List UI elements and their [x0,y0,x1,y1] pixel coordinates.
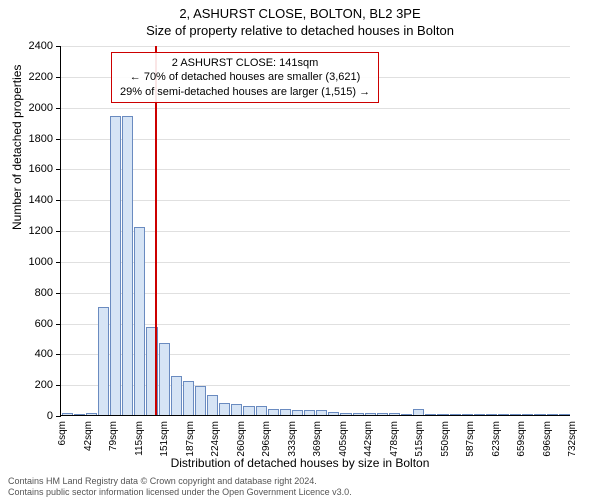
histogram-bar [122,116,133,415]
y-axis-label: Number of detached properties [10,65,24,230]
y-tick-label: 2000 [29,102,61,114]
y-tick-label: 800 [35,287,61,299]
x-tick-label: 369sqm [312,415,323,457]
x-tick-label: 478sqm [389,415,400,457]
x-tick-label: 260sqm [236,415,247,457]
y-tick-label: 1800 [29,133,61,145]
x-tick-label: 515sqm [414,415,425,457]
chart-title-line2: Size of property relative to detached ho… [0,21,600,38]
histogram-bar [195,386,206,415]
x-tick-label: 6sqm [57,415,68,445]
footer-line2: Contains public sector information licen… [8,487,352,498]
x-tick-label: 151sqm [159,415,170,457]
x-tick-label: 224sqm [210,415,221,457]
x-tick-label: 296sqm [261,415,272,457]
histogram-bar [207,395,218,415]
x-tick-label: 587sqm [465,415,476,457]
annotation-line1: 2 ASHURST CLOSE: 141sqm [120,56,370,70]
histogram-bar [243,406,254,415]
x-tick-label: 442sqm [363,415,374,457]
x-tick-label: 42sqm [83,415,94,451]
histogram-bar [256,406,267,415]
plot-area: 0200400600800100012001400160018002000220… [60,46,570,416]
histogram-bar [450,414,461,415]
x-tick-label: 79sqm [108,415,119,451]
y-tick-label: 1200 [29,225,61,237]
chart-title-line1: 2, ASHURST CLOSE, BOLTON, BL2 3PE [0,0,600,21]
histogram-bar [110,116,121,415]
x-tick-label: 187sqm [185,415,196,457]
annotation-line2: ← 70% of detached houses are smaller (3,… [120,70,370,84]
x-tick-label: 659sqm [516,415,527,457]
x-tick-label: 115sqm [134,415,145,456]
y-tick-label: 600 [35,318,61,330]
histogram-bar [159,343,170,415]
histogram-bar [353,413,364,415]
histogram-bar [183,381,194,415]
x-tick-label: 550sqm [440,415,451,457]
histogram-bar [98,307,109,415]
histogram-bar [231,404,242,415]
y-tick-label: 200 [35,379,61,391]
histogram-bar [219,403,230,415]
annotation-line3: 29% of semi-detached houses are larger (… [120,85,370,99]
histogram-bar [401,414,412,415]
y-tick-label: 1000 [29,256,61,268]
y-tick-label: 1600 [29,163,61,175]
x-tick-label: 732sqm [567,415,578,457]
histogram-bar [134,227,145,415]
histogram-bar [377,413,388,415]
x-axis-label: Distribution of detached houses by size … [0,456,600,470]
y-tick-label: 2200 [29,71,61,83]
x-tick-label: 696sqm [542,415,553,457]
x-tick-label: 333sqm [287,415,298,457]
footer-line1: Contains HM Land Registry data © Crown c… [8,476,352,487]
annotation-box: 2 ASHURST CLOSE: 141sqm ← 70% of detache… [111,52,379,103]
y-tick-label: 2400 [29,40,61,52]
footer-attribution: Contains HM Land Registry data © Crown c… [8,476,352,498]
y-tick-label: 1400 [29,194,61,206]
histogram-bar [425,414,436,415]
histogram-bar [171,376,182,415]
y-tick-label: 400 [35,348,61,360]
x-tick-label: 405sqm [338,415,349,457]
x-tick-label: 623sqm [491,415,502,457]
